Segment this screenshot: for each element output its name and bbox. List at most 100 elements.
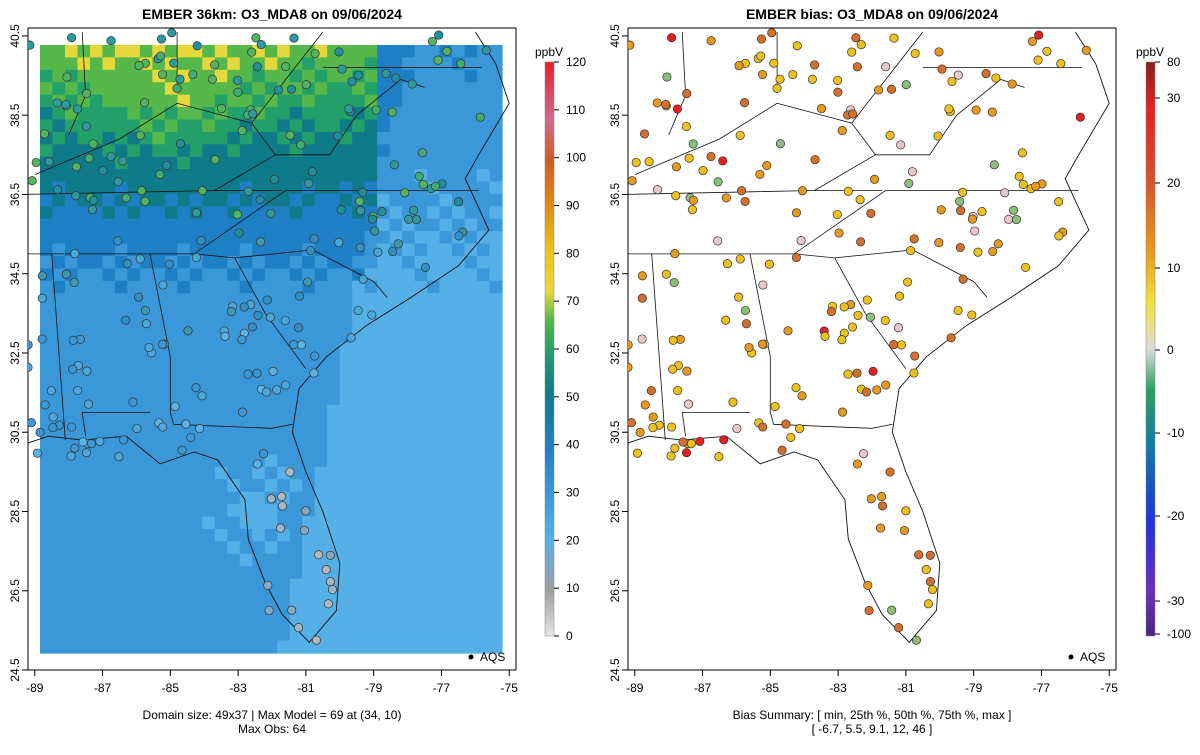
grid-cell bbox=[339, 640, 353, 654]
state-border-line bbox=[749, 253, 893, 429]
site-marker bbox=[82, 366, 92, 376]
site-marker bbox=[113, 236, 123, 246]
grid-cell bbox=[40, 119, 54, 133]
grid-cell bbox=[177, 615, 191, 629]
site-marker bbox=[272, 385, 282, 395]
grid-cell bbox=[127, 516, 141, 530]
grid-cell bbox=[177, 94, 191, 108]
grid-cell bbox=[402, 367, 416, 381]
grid-cell bbox=[302, 380, 316, 394]
grid-cell bbox=[314, 317, 328, 331]
grid-cell bbox=[164, 218, 178, 232]
grid-cell bbox=[427, 454, 441, 468]
grid-cell bbox=[327, 243, 341, 257]
grid-cell bbox=[164, 355, 178, 369]
grid-cell bbox=[64, 603, 79, 617]
grid-cell bbox=[152, 82, 166, 96]
grid-cell bbox=[302, 131, 316, 145]
grid-cell bbox=[77, 206, 91, 220]
grid-cell bbox=[89, 454, 104, 468]
grid-cell bbox=[139, 392, 153, 406]
grid-cell bbox=[77, 590, 91, 604]
site-marker bbox=[953, 70, 963, 80]
grid-cell bbox=[127, 69, 141, 83]
site-marker bbox=[1033, 55, 1043, 65]
site-marker bbox=[417, 148, 427, 158]
grid-cell bbox=[289, 193, 303, 207]
grid-cell bbox=[439, 82, 453, 96]
site-marker bbox=[195, 424, 205, 434]
site-marker bbox=[653, 185, 663, 195]
grid-cell bbox=[164, 553, 178, 567]
grid-cell bbox=[327, 156, 341, 170]
grid-cell bbox=[289, 380, 303, 394]
grid-cell bbox=[489, 231, 503, 245]
grid-cell bbox=[214, 342, 228, 356]
y-tick-label: 28.5 bbox=[8, 499, 22, 523]
grid-cell bbox=[314, 516, 328, 530]
grid-cell bbox=[477, 330, 491, 344]
grid-cell bbox=[389, 119, 403, 133]
grid-cell bbox=[164, 429, 178, 443]
site-marker bbox=[355, 196, 365, 206]
grid-cell bbox=[327, 280, 341, 294]
grid-cell bbox=[489, 144, 503, 158]
site-marker bbox=[285, 467, 295, 477]
grid-cell bbox=[239, 82, 253, 96]
grid-cell bbox=[264, 181, 278, 195]
y-axis-ticks: 40.538.536.534.532.530.528.526.524.5 bbox=[608, 24, 628, 682]
grid-cell bbox=[439, 417, 453, 431]
grid-cell bbox=[452, 243, 466, 257]
grid-cell bbox=[452, 119, 466, 133]
site-marker bbox=[266, 494, 276, 504]
grid-cell bbox=[164, 380, 178, 394]
grid-cell bbox=[452, 94, 466, 108]
grid-cell bbox=[439, 169, 453, 183]
grid-cell bbox=[252, 578, 266, 592]
grid-cell bbox=[289, 243, 303, 257]
grid-cell bbox=[402, 107, 416, 121]
x-tick-label: -83 bbox=[829, 681, 847, 695]
aqs-legend-marker bbox=[1068, 654, 1074, 660]
grid-cell bbox=[152, 193, 166, 207]
grid-cell bbox=[239, 442, 253, 456]
grid-cell bbox=[377, 181, 391, 195]
site-marker bbox=[843, 369, 853, 379]
grid-cell bbox=[477, 317, 491, 331]
grid-cell bbox=[289, 553, 303, 567]
grid-cell bbox=[189, 504, 203, 518]
grid-cell bbox=[40, 590, 54, 604]
site-marker bbox=[740, 196, 750, 206]
grid-cell bbox=[189, 404, 203, 418]
grid-cell bbox=[402, 119, 416, 133]
site-marker bbox=[1011, 215, 1021, 225]
site-marker bbox=[1081, 45, 1091, 55]
grid-cell bbox=[152, 541, 166, 555]
x-tick-label: -81 bbox=[297, 681, 315, 695]
grid-cell bbox=[489, 206, 503, 220]
grid-cell bbox=[214, 590, 228, 604]
grid-cell bbox=[377, 193, 391, 207]
site-marker bbox=[921, 565, 931, 575]
grid-cell bbox=[177, 516, 191, 530]
grid-cell bbox=[139, 578, 153, 592]
grid-cell bbox=[364, 367, 378, 381]
site-marker bbox=[256, 40, 266, 50]
grid-cell bbox=[477, 280, 491, 294]
site-marker bbox=[713, 177, 723, 187]
grid-cell bbox=[152, 367, 166, 381]
grid-cell bbox=[164, 454, 178, 468]
grid-cell bbox=[177, 169, 191, 183]
grid-cell bbox=[239, 57, 253, 71]
grid-cell bbox=[464, 491, 478, 505]
grid-cell bbox=[214, 206, 228, 220]
grid-cell bbox=[389, 342, 403, 356]
grid-cell bbox=[414, 417, 428, 431]
grid-cell bbox=[264, 404, 278, 418]
grid-cell bbox=[352, 615, 366, 629]
grid-cell bbox=[227, 628, 241, 642]
grid-cell bbox=[202, 218, 216, 232]
grid-cell bbox=[177, 454, 191, 468]
grid-cell bbox=[227, 491, 241, 505]
site-marker bbox=[856, 237, 866, 247]
